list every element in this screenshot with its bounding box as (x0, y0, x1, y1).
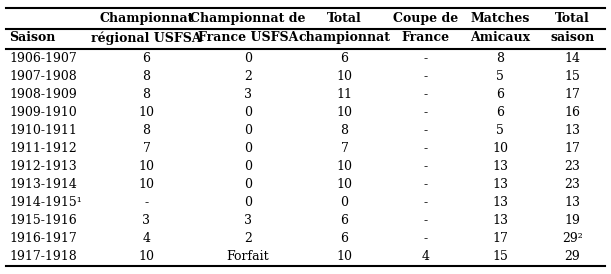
Text: 3: 3 (142, 214, 150, 227)
Text: 1916-1917: 1916-1917 (9, 232, 77, 245)
Text: 1915-1916: 1915-1916 (9, 214, 77, 227)
Text: 13: 13 (564, 196, 580, 209)
Text: Matches: Matches (470, 12, 530, 25)
Text: Championnat: Championnat (99, 12, 194, 25)
Text: 16: 16 (564, 106, 580, 119)
Text: 1913-1914: 1913-1914 (9, 178, 77, 191)
Text: Total: Total (555, 12, 590, 25)
Text: régional USFSA: régional USFSA (91, 31, 202, 45)
Text: 29²: 29² (562, 232, 582, 245)
Text: 0: 0 (244, 178, 252, 191)
Text: -: - (144, 196, 148, 209)
Text: Total: Total (327, 12, 362, 25)
Text: 15: 15 (564, 70, 580, 83)
Text: 8: 8 (142, 70, 150, 83)
Text: -: - (423, 52, 428, 65)
Text: 6: 6 (496, 106, 505, 119)
Text: 13: 13 (492, 160, 508, 173)
Text: Saison: Saison (9, 32, 56, 44)
Text: 3: 3 (244, 214, 252, 227)
Text: 6: 6 (142, 52, 150, 65)
Text: 10: 10 (139, 106, 155, 119)
Text: 8: 8 (142, 88, 150, 101)
Text: 5: 5 (497, 70, 504, 83)
Text: 10: 10 (139, 250, 155, 263)
Text: 7: 7 (142, 142, 150, 155)
Text: 8: 8 (496, 52, 505, 65)
Text: -: - (423, 160, 428, 173)
Text: 1906-1907: 1906-1907 (9, 52, 77, 65)
Text: 1917-1918: 1917-1918 (9, 250, 77, 263)
Text: -: - (423, 232, 428, 245)
Text: 17: 17 (564, 88, 580, 101)
Text: championnat: championnat (299, 32, 390, 44)
Text: 4: 4 (142, 232, 150, 245)
Text: 0: 0 (340, 196, 348, 209)
Text: 8: 8 (142, 124, 150, 137)
Text: 10: 10 (337, 178, 353, 191)
Text: 0: 0 (244, 52, 252, 65)
Text: 15: 15 (492, 250, 508, 263)
Text: 29: 29 (565, 250, 580, 263)
Text: France USFSA: France USFSA (197, 32, 298, 44)
Text: 17: 17 (492, 232, 508, 245)
Text: 23: 23 (564, 160, 580, 173)
Text: 10: 10 (492, 142, 508, 155)
Text: 0: 0 (244, 106, 252, 119)
Text: 13: 13 (492, 178, 508, 191)
Text: 3: 3 (244, 88, 252, 101)
Text: 10: 10 (139, 160, 155, 173)
Text: -: - (423, 124, 428, 137)
Text: 1909-1910: 1909-1910 (9, 106, 77, 119)
Text: 6: 6 (340, 214, 348, 227)
Text: 23: 23 (564, 178, 580, 191)
Text: 10: 10 (337, 160, 353, 173)
Text: 2: 2 (244, 70, 252, 83)
Text: -: - (423, 214, 428, 227)
Text: 7: 7 (340, 142, 348, 155)
Text: 6: 6 (340, 52, 348, 65)
Text: 0: 0 (244, 142, 252, 155)
Text: 1911-1912: 1911-1912 (9, 142, 77, 155)
Text: Forfait: Forfait (227, 250, 269, 263)
Text: 13: 13 (492, 196, 508, 209)
Text: 2: 2 (244, 232, 252, 245)
Text: 4: 4 (422, 250, 430, 263)
Text: 11: 11 (337, 88, 353, 101)
Text: 10: 10 (139, 178, 155, 191)
Text: 1907-1908: 1907-1908 (9, 70, 77, 83)
Text: -: - (423, 178, 428, 191)
Text: 14: 14 (564, 52, 580, 65)
Text: 8: 8 (340, 124, 348, 137)
Text: -: - (423, 106, 428, 119)
Text: Championnat de: Championnat de (190, 12, 306, 25)
Text: 1914-1915¹: 1914-1915¹ (9, 196, 82, 209)
Text: 13: 13 (564, 124, 580, 137)
Text: Amicaux: Amicaux (470, 32, 530, 44)
Text: 10: 10 (337, 250, 353, 263)
Text: saison: saison (550, 32, 595, 44)
Text: 1908-1909: 1908-1909 (9, 88, 77, 101)
Text: 1910-1911: 1910-1911 (9, 124, 77, 137)
Text: Coupe de: Coupe de (393, 12, 458, 25)
Text: 10: 10 (337, 70, 353, 83)
Text: 0: 0 (244, 196, 252, 209)
Text: 19: 19 (564, 214, 580, 227)
Text: 6: 6 (496, 88, 505, 101)
Text: -: - (423, 196, 428, 209)
Text: 0: 0 (244, 124, 252, 137)
Text: 0: 0 (244, 160, 252, 173)
Text: -: - (423, 142, 428, 155)
Text: 17: 17 (564, 142, 580, 155)
Text: 1912-1913: 1912-1913 (9, 160, 77, 173)
Text: 5: 5 (497, 124, 504, 137)
Text: 6: 6 (340, 232, 348, 245)
Text: 10: 10 (337, 106, 353, 119)
Text: -: - (423, 70, 428, 83)
Text: France: France (401, 32, 450, 44)
Text: -: - (423, 88, 428, 101)
Text: 13: 13 (492, 214, 508, 227)
